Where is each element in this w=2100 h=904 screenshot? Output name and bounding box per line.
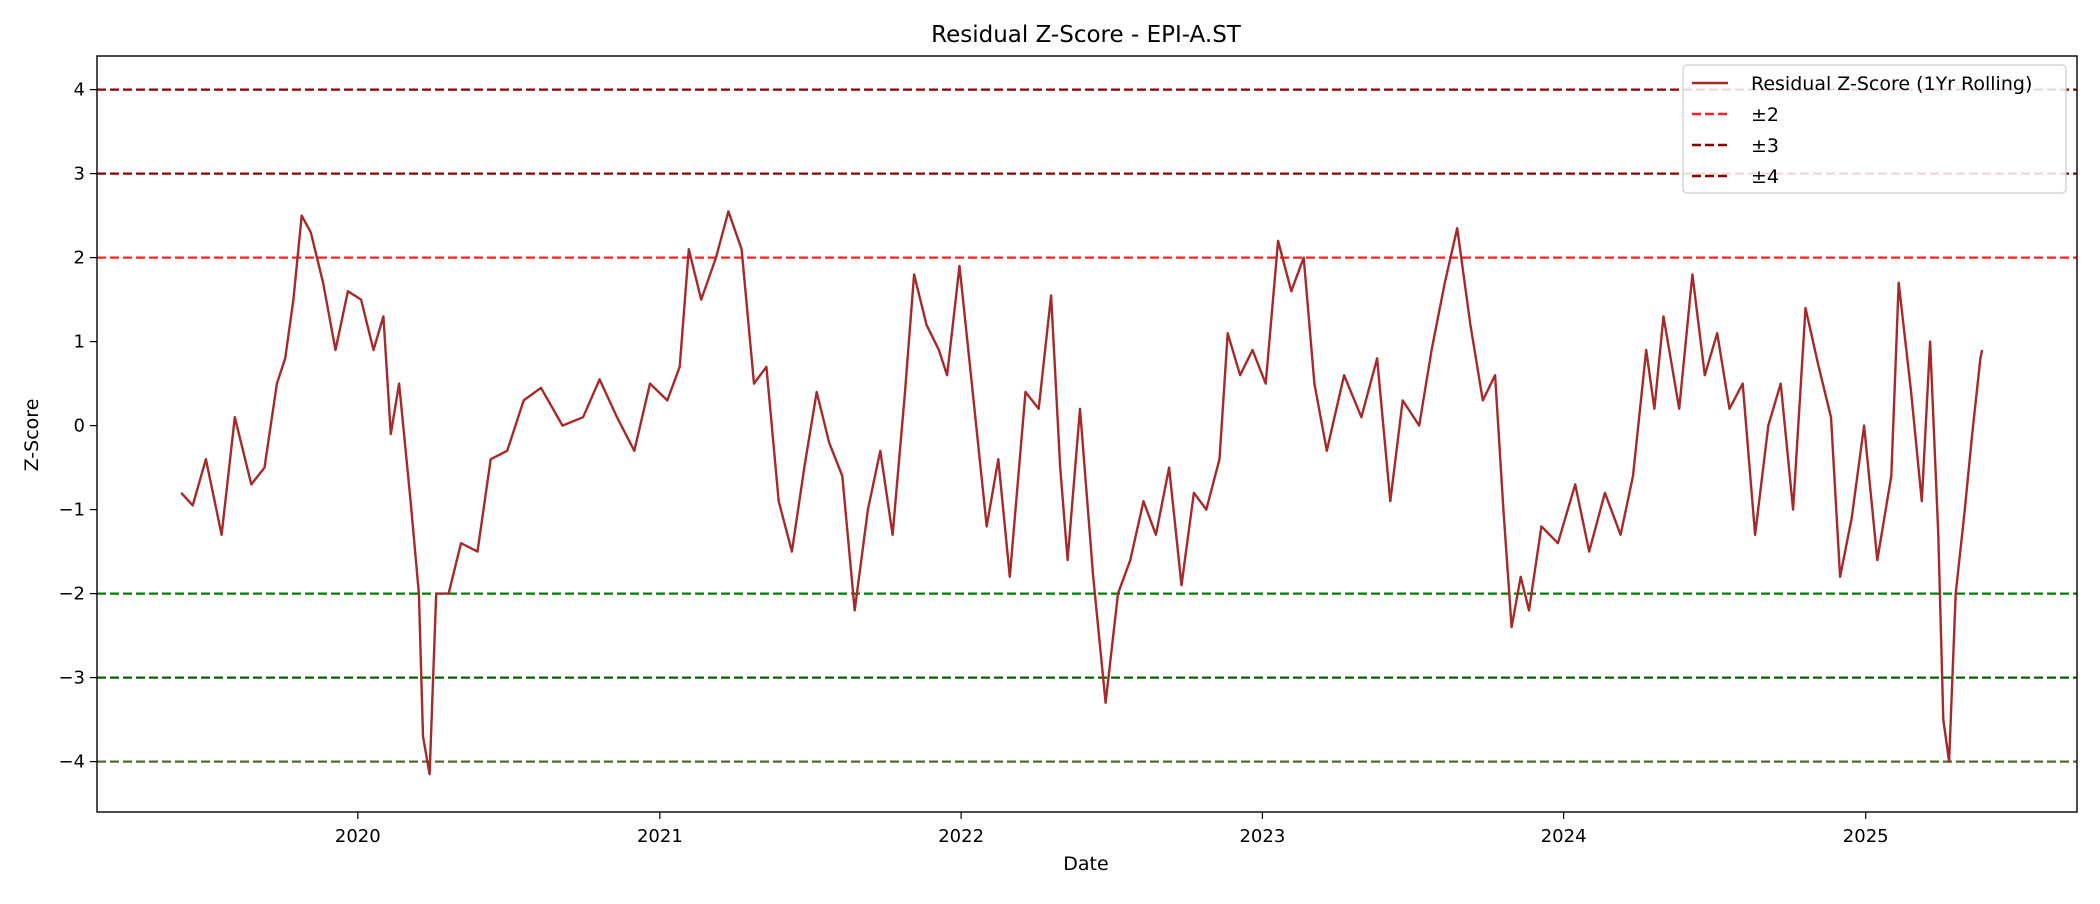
y-tick-label: 0: [74, 416, 85, 437]
x-tick-label: 2020: [335, 826, 381, 847]
x-tick-label: 2023: [1239, 826, 1285, 847]
x-axis-title: Date: [1063, 853, 1108, 875]
chart-title: Residual Z-Score - EPI-A.ST: [931, 22, 1242, 48]
x-tick-label: 2025: [1843, 826, 1889, 847]
legend-label: ±4: [1751, 166, 1779, 188]
legend-label: ±2: [1751, 104, 1779, 126]
y-tick-label: 1: [74, 332, 85, 353]
y-axis-title: Z-Score: [21, 399, 43, 472]
y-tick-label: −1: [58, 500, 85, 521]
x-tick-label: 2024: [1541, 826, 1587, 847]
y-tick-label: 2: [74, 248, 85, 269]
legend-box: [1682, 64, 2067, 194]
x-tick-label: 2021: [637, 826, 683, 847]
y-tick-label: 4: [74, 80, 85, 101]
legend: Residual Z-Score (1Yr Rolling) ±2 ±3 ±4: [1682, 64, 2067, 194]
y-tick-label: −4: [58, 752, 85, 773]
series-line: [180, 210, 1984, 776]
legend-label: Residual Z-Score (1Yr Rolling): [1751, 73, 2032, 95]
x-tick-label: 2022: [938, 826, 984, 847]
plot-frame: [96, 55, 2078, 813]
y-tick-label: 3: [74, 164, 85, 185]
y-tick-label: −2: [58, 584, 85, 605]
legend-label: ±3: [1751, 135, 1779, 157]
y-tick-label: −3: [58, 668, 85, 689]
plot-area: 4 3 2 1 0 −1 −2 −3 −4 2020 2021 2022 2023 2024 2025: [58, 55, 2078, 847]
